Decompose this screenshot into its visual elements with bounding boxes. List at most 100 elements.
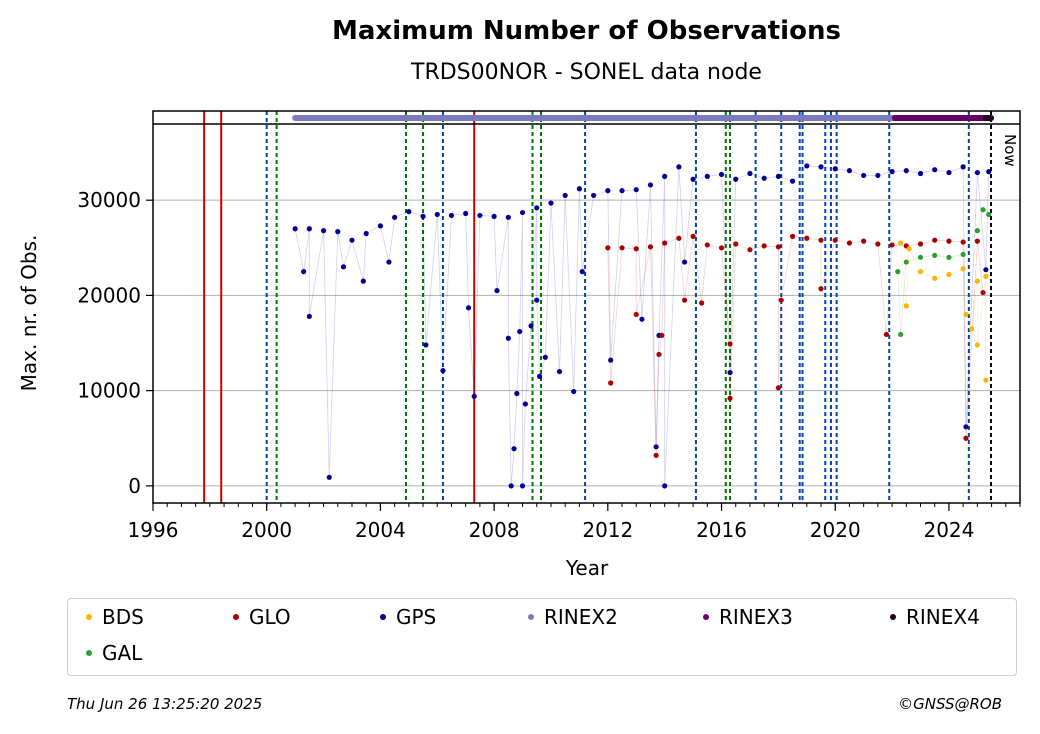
x-tick-label: 1996 — [128, 518, 179, 542]
point-bds — [898, 240, 904, 246]
y-tick-label: 0 — [128, 474, 141, 498]
point-gps — [534, 297, 540, 303]
x-tick-label: 2016 — [696, 518, 747, 542]
legend-item-rinex3: RINEX3 — [703, 605, 793, 629]
now-label: Now — [1001, 134, 1019, 167]
point-glo — [619, 245, 625, 251]
point-glo — [832, 237, 838, 243]
point-bds — [983, 377, 989, 383]
legend-marker — [86, 650, 92, 656]
point-gps — [591, 192, 597, 199]
legend-label: RINEX4 — [906, 605, 980, 629]
point-glo — [733, 241, 739, 247]
point-bds — [903, 303, 909, 309]
grid-layer — [153, 199, 1020, 487]
legend-item-bds: BDS — [86, 605, 144, 629]
point-gps — [846, 168, 853, 174]
point-gps — [406, 209, 412, 215]
axes: 0 10000 20000 30000 1996 2000 2004 2008 2012 2016… — [77, 188, 1021, 542]
point-gps — [306, 313, 312, 319]
legend: BDS GLO GPS RINEX2 RINEX3 RINEX4 GAL — [67, 598, 1017, 676]
event-lines — [203, 111, 993, 503]
legend-marker — [86, 614, 92, 620]
point-gps — [804, 163, 810, 169]
point-gps — [522, 401, 528, 407]
y-tick-label: 10000 — [77, 379, 141, 403]
point-gps — [681, 259, 688, 265]
point-glo — [960, 239, 966, 245]
legend-item-rinex4: RINEX4 — [890, 605, 980, 629]
point-gal — [917, 254, 924, 260]
legend-label: RINEX3 — [719, 605, 793, 629]
chart-subtitle: TRDS00NOR - SONEL data node — [411, 60, 762, 85]
point-glo — [633, 311, 639, 318]
point-glo — [690, 233, 696, 239]
point-glo — [974, 238, 980, 244]
point-gps — [704, 173, 710, 179]
point-gps — [536, 373, 543, 379]
point-gps — [377, 223, 384, 229]
point-gps — [974, 169, 980, 176]
point-gps — [946, 169, 952, 176]
point-glo — [659, 332, 665, 339]
legend-item-gps: GPS — [380, 605, 436, 629]
point-glo — [775, 244, 781, 250]
point-glo — [699, 300, 705, 306]
point-gps — [386, 259, 392, 265]
point-gps — [775, 173, 781, 179]
point-gps — [465, 305, 472, 311]
point-gps — [335, 229, 341, 235]
x-tick-label: 2020 — [810, 518, 861, 542]
point-glo — [818, 237, 824, 243]
point-glo — [718, 245, 725, 251]
point-gps — [420, 213, 426, 219]
point-gal — [946, 254, 952, 260]
point-gps — [718, 171, 725, 178]
point-bds — [969, 326, 975, 332]
point-gps — [471, 393, 477, 399]
point-glo — [727, 395, 733, 401]
point-gal — [974, 228, 980, 234]
point-glo — [917, 241, 924, 247]
point-gps — [653, 444, 659, 450]
point-glo — [747, 247, 753, 253]
point-gps — [349, 237, 355, 243]
point-bds — [974, 278, 980, 284]
point-gps — [306, 226, 312, 232]
point-glo — [681, 297, 688, 303]
point-gps — [662, 173, 668, 179]
point-glo — [662, 240, 668, 246]
point-gps — [519, 483, 526, 489]
point-gps — [875, 172, 881, 179]
point-glo — [804, 235, 810, 241]
y-axis-label: Max. nr. of Obs. — [17, 235, 41, 392]
point-glo — [932, 237, 938, 243]
series-line-glo — [607, 235, 984, 456]
legend-marker — [528, 614, 534, 620]
point-gps — [440, 368, 446, 374]
x-tick-label: 2004 — [355, 518, 406, 542]
point-gps — [477, 212, 483, 219]
point-bds — [983, 273, 989, 279]
point-gps — [292, 226, 298, 232]
point-gps — [761, 175, 767, 181]
point-glo — [789, 233, 796, 239]
legend-marker — [703, 614, 709, 620]
point-glo — [883, 331, 889, 338]
point-gps — [579, 269, 585, 275]
point-gps — [983, 267, 989, 273]
point-gps — [608, 357, 614, 363]
point-gps — [747, 170, 753, 177]
point-gps — [676, 164, 682, 170]
legend-label: GLO — [249, 605, 291, 629]
point-gps — [542, 354, 548, 360]
legend-item-glo: GLO — [233, 605, 291, 629]
point-gps — [505, 214, 511, 220]
x-tick-label: 2024 — [923, 518, 974, 542]
point-gps — [448, 212, 455, 219]
point-gps — [491, 213, 497, 219]
point-bds — [960, 266, 966, 272]
x-tick-label: 2008 — [469, 518, 520, 542]
point-gps — [528, 323, 534, 329]
legend-marker — [233, 614, 239, 620]
